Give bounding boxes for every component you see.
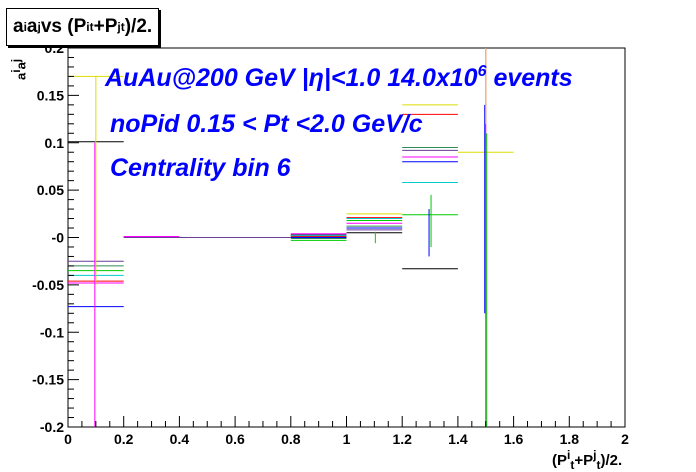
y-tick-label: -0.15 xyxy=(32,372,64,388)
x-tick-label: 0.2 xyxy=(114,431,134,447)
xlabel-plus: +P xyxy=(574,452,594,469)
x-axis-label: (Pit+Pjt)/2. xyxy=(552,448,622,472)
x-tick-label: 0.8 xyxy=(281,431,301,447)
title-sub-t2: t xyxy=(120,20,125,34)
title-sub-t: t xyxy=(89,20,94,34)
x-tick-label: 1.2 xyxy=(392,431,412,447)
errorbar-layer xyxy=(94,48,488,427)
title-sup-j2: j xyxy=(117,20,121,34)
x-tick-label: 0.4 xyxy=(170,431,190,447)
y-tick-label: -0 xyxy=(52,230,65,246)
xlabel-end: )/2. xyxy=(600,452,623,469)
ylabel-a2: a xyxy=(13,62,29,70)
xlabel-sub-t2: t xyxy=(596,458,601,472)
y-tick-label: 0.15 xyxy=(37,87,64,103)
title-sup-i: i xyxy=(23,20,27,34)
x-tick-label: 1.8 xyxy=(560,431,580,447)
y-tick-label: 0.1 xyxy=(45,135,65,151)
series-layer xyxy=(68,75,514,308)
x-tick-label: 0.6 xyxy=(225,431,245,447)
title-a2: a xyxy=(26,16,38,37)
y-tick-label: 0.05 xyxy=(37,182,64,198)
title-a: a xyxy=(13,16,24,37)
ylabel-a: a xyxy=(13,72,29,80)
axis-layer: 0 0.2 0.4 0.6 0.8 1 1.2 1.4 1.6 1.8 2 -0.2 -0.15 -0.1… xyxy=(32,40,629,447)
y-tick-label: -0.05 xyxy=(32,277,64,293)
title-sup-i2: i xyxy=(86,20,90,34)
ylabel-sup-i: i xyxy=(9,69,23,73)
xlabel-sub-t: t xyxy=(570,458,575,472)
xlabel-sup-i: i xyxy=(567,448,571,462)
x-tick-label: 1.6 xyxy=(504,431,524,447)
ylabel-sup-j: j xyxy=(9,58,23,63)
x-tick-label: 1.4 xyxy=(448,431,468,447)
x-tick-label: 1 xyxy=(343,431,351,447)
x-tick-label: 2 xyxy=(621,431,629,447)
title-end: )/2. xyxy=(124,16,153,37)
title-vs: vs (P xyxy=(40,16,87,37)
title-plus: +P xyxy=(93,16,118,37)
y-axis-label: aiaj xyxy=(9,59,28,80)
xlabel-open: (P xyxy=(552,452,567,469)
title-sup-j: j xyxy=(37,20,41,34)
y-tick-label: -0.1 xyxy=(40,324,64,340)
x-tick-label: 0 xyxy=(64,431,72,447)
y-tick-label: -0.2 xyxy=(40,419,64,435)
xlabel-sup-j: j xyxy=(593,448,597,462)
